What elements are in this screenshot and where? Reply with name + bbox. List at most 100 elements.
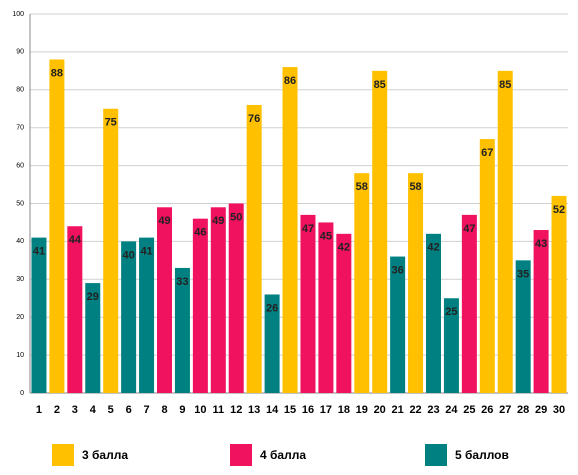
bar — [426, 233, 441, 393]
data-label: 75 — [105, 117, 117, 129]
bar — [300, 214, 316, 393]
data-label: 49 — [158, 215, 170, 227]
x-tick-label: 8 — [161, 404, 167, 416]
bar — [390, 256, 406, 393]
x-tick-label: 9 — [179, 404, 185, 416]
bar — [121, 241, 137, 393]
data-label: 43 — [535, 238, 547, 250]
x-tick-label: 12 — [230, 404, 242, 416]
y-tick-label: 70 — [16, 125, 24, 132]
data-label: 29 — [87, 291, 99, 303]
x-tick-label: 3 — [72, 404, 78, 416]
x-tick-label: 19 — [356, 404, 368, 416]
data-label: 58 — [409, 181, 421, 193]
bar — [67, 226, 83, 393]
x-tick-label: 20 — [374, 404, 386, 416]
bar — [533, 230, 549, 393]
bar — [139, 237, 155, 393]
data-label: 41 — [33, 246, 45, 258]
bar — [174, 267, 190, 393]
data-label: 50 — [230, 211, 242, 223]
bar — [551, 195, 567, 393]
bar — [479, 139, 495, 393]
x-tick-label: 26 — [481, 404, 493, 416]
y-tick-label: 40 — [16, 238, 24, 245]
x-tick-label: 13 — [248, 404, 260, 416]
legend-label: 5 баллов — [455, 448, 509, 462]
bar — [461, 214, 477, 393]
x-tick-label: 1 — [36, 404, 42, 416]
y-tick-label: 90 — [16, 49, 24, 56]
data-label: 67 — [481, 147, 493, 159]
data-label: 47 — [463, 223, 475, 235]
x-tick-label: 10 — [194, 404, 206, 416]
bar — [336, 233, 352, 393]
x-tick-label: 29 — [535, 404, 547, 416]
bar — [157, 207, 172, 393]
data-label: 58 — [356, 181, 368, 193]
legend-swatch — [230, 444, 252, 466]
x-tick-label: 22 — [409, 404, 421, 416]
x-tick-label: 15 — [284, 404, 296, 416]
x-tick-label: 27 — [499, 404, 511, 416]
legend-label: 3 балла — [82, 448, 128, 462]
bar — [282, 67, 298, 393]
x-tick-label: 2 — [54, 404, 60, 416]
bar — [228, 203, 244, 393]
x-tick-label: 23 — [427, 404, 439, 416]
y-tick-label: 100 — [12, 11, 24, 18]
data-label: 42 — [427, 242, 439, 254]
x-tick-label: 21 — [392, 404, 404, 416]
bar — [354, 173, 370, 393]
data-label: 52 — [553, 204, 565, 216]
data-label: 26 — [266, 302, 278, 314]
legend-swatch — [425, 444, 447, 466]
data-label: 76 — [248, 113, 260, 125]
data-label: 85 — [374, 79, 386, 91]
data-label: 25 — [445, 306, 457, 318]
data-label: 46 — [194, 227, 206, 239]
x-tick-label: 24 — [445, 404, 458, 416]
x-tick-label: 7 — [144, 404, 150, 416]
bar — [49, 59, 65, 393]
bar — [103, 108, 119, 393]
data-label: 40 — [123, 249, 135, 261]
data-label: 33 — [176, 276, 188, 288]
data-label: 44 — [69, 234, 82, 246]
y-tick-label: 50 — [16, 200, 24, 207]
bar — [85, 283, 101, 393]
bar — [497, 70, 513, 393]
x-tick-label: 14 — [266, 404, 279, 416]
y-tick-label: 0 — [20, 390, 24, 397]
x-tick-label: 25 — [463, 404, 475, 416]
y-tick-label: 10 — [16, 352, 24, 359]
x-tick-label: 11 — [212, 404, 224, 416]
y-tick-label: 20 — [16, 314, 24, 321]
x-tick-label: 28 — [517, 404, 529, 416]
data-label: 41 — [140, 246, 152, 258]
legend-swatch — [52, 444, 74, 466]
bar — [264, 294, 280, 393]
bar — [31, 237, 47, 393]
y-tick-label: 60 — [16, 162, 24, 169]
bar — [408, 173, 424, 393]
x-tick-label: 16 — [302, 404, 314, 416]
legend-label: 4 балла — [260, 448, 306, 462]
bar — [318, 222, 334, 393]
data-label: 85 — [499, 79, 511, 91]
bar — [443, 298, 459, 393]
y-tick-label: 30 — [16, 276, 24, 283]
data-label: 45 — [320, 230, 332, 242]
data-label: 36 — [392, 264, 404, 276]
data-label: 86 — [284, 75, 296, 87]
x-tick-label: 18 — [338, 404, 350, 416]
bar — [246, 104, 262, 394]
x-tick-label: 17 — [320, 404, 332, 416]
bar — [210, 207, 226, 393]
data-label: 49 — [212, 215, 224, 227]
bar — [192, 218, 208, 393]
x-tick-label: 5 — [108, 404, 114, 416]
x-tick-label: 30 — [553, 404, 565, 416]
